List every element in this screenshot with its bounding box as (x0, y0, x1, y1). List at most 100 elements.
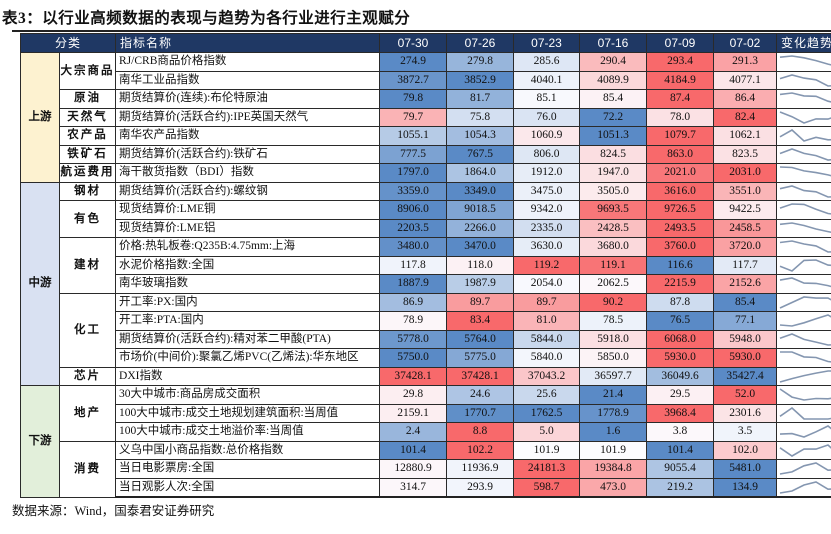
sparkline-line (779, 240, 831, 254)
value-cell: 3551.0 (713, 181, 778, 201)
value-cell: 5.0 (513, 422, 581, 442)
value-cell: 2428.5 (579, 218, 648, 238)
sparkline (779, 73, 831, 87)
sparkline (779, 462, 831, 476)
indicator-name: DXI指数 (115, 366, 381, 386)
value-cell: 274.9 (379, 52, 448, 72)
value-cell: 77.1 (713, 311, 778, 331)
trend-cell (776, 107, 831, 127)
value-cell: 102.0 (713, 440, 778, 460)
sparkline-line (779, 147, 831, 161)
value-cell: 1060.9 (513, 126, 581, 146)
trend-cell (776, 144, 831, 164)
date-header: 07-26 (446, 33, 515, 53)
trend-cell (776, 459, 831, 479)
value-cell: 82.4 (713, 107, 778, 127)
value-cell: 29.5 (646, 385, 715, 405)
indicator-name: 期货结算价(活跃合约):精对苯二甲酸(PTA) (115, 329, 381, 349)
value-cell: 119.2 (513, 255, 581, 275)
value-cell: 2031.0 (713, 163, 778, 183)
sparkline-line (779, 184, 831, 198)
value-cell: 4184.9 (646, 70, 715, 90)
table-row: 航运费用 海干散货指数（BDI）指数 1797.0 1864.0 1912.0 1947.… (21, 163, 831, 183)
trend-cell (776, 70, 831, 90)
sparkline (779, 314, 831, 328)
value-cell: 9018.5 (446, 200, 515, 220)
value-cell: 6068.0 (646, 329, 715, 349)
trend-cell (776, 477, 831, 498)
sparkline (779, 425, 831, 439)
value-cell: 777.5 (379, 144, 448, 164)
table-row: 当日观影人次:全国 314.7 293.9 598.7 473.0 219.2 134.9 (21, 477, 831, 498)
table-row: 铁矿石 期货结算价(活跃合约):铁矿石 777.5 767.5 806.0 824.5 86… (21, 144, 831, 164)
value-cell: 290.4 (579, 52, 648, 72)
value-cell: 85.4 (579, 89, 648, 109)
sparkline-line (779, 388, 831, 402)
table-row: 天然气 期货结算价(活跃合约):IPE英国天然气 79.7 75.8 76.0 72.2 7… (21, 107, 831, 127)
value-cell: 314.7 (379, 477, 448, 498)
table-row: 化工 开工率:PX:国内 86.9 89.7 89.7 90.2 87.8 85.4 (21, 292, 831, 368)
indicator-name: 开工率:PX:国内 (115, 292, 381, 312)
sparkline-line (779, 406, 831, 420)
value-cell: 35427.4 (713, 366, 778, 386)
value-cell: 85.1 (513, 89, 581, 109)
category-cell: 地产 (58, 385, 117, 442)
source-note: 数据来源：Wind，国泰君安证券研究 (12, 504, 215, 518)
sparkline-line (779, 462, 831, 476)
indicator-name: 期货结算价(活跃合约):IPE英国天然气 (115, 107, 381, 127)
sparkline-line (779, 221, 831, 233)
value-cell: 24181.3 (513, 459, 581, 479)
indicator-name: 期货结算价(活跃合约):螺纹钢 (115, 181, 381, 201)
indicator-name: 现货结算价:LME铜 (115, 200, 381, 220)
value-cell: 101.4 (646, 440, 715, 460)
sparkline-line (779, 425, 831, 439)
table-row: 南华工业品指数 3872.7 3852.9 4040.1 4089.9 4184.9 407… (21, 70, 831, 90)
value-cell: 767.5 (446, 144, 515, 164)
sparkline-line (779, 129, 831, 143)
value-cell: 78.5 (579, 311, 648, 331)
title-divider (12, 30, 831, 32)
value-cell: 119.1 (579, 255, 648, 275)
sparkline-line (779, 203, 831, 215)
value-cell: 4040.1 (513, 70, 581, 90)
value-cell: 806.0 (513, 144, 581, 164)
sparkline (779, 92, 831, 103)
value-cell: 3.8 (646, 422, 715, 442)
sparkline (779, 480, 831, 494)
value-cell: 134.9 (713, 477, 778, 498)
value-cell: 2301.6 (713, 403, 778, 423)
category-header: 分类 (19, 33, 117, 53)
sparkline (779, 277, 831, 288)
value-cell: 3680.0 (579, 237, 648, 257)
value-cell: 3968.4 (646, 403, 715, 423)
value-cell: 823.5 (713, 144, 778, 164)
value-cell: 11936.9 (446, 459, 515, 479)
value-cell: 3480.0 (379, 237, 448, 257)
table-body: 上游 大宗商品 RJ/CRB商品价格指数 274.9 279.8 285.6 290.4 29… (20, 52, 831, 498)
trend-header: 变化趋势 (776, 33, 831, 53)
trend-cell (776, 329, 831, 349)
sparkline-line (780, 351, 831, 363)
value-cell: 3760.0 (646, 237, 715, 257)
table-row: 开工率:PTA:国内 78.9 83.4 81.0 78.5 76.5 77.1 (21, 311, 831, 331)
trend-cell (776, 348, 831, 368)
value-cell: 5778.0 (379, 329, 448, 349)
value-cell: 2335.0 (513, 218, 581, 238)
value-cell: 8906.0 (379, 200, 448, 220)
value-cell: 4077.1 (713, 70, 778, 90)
value-cell: 2.4 (379, 422, 448, 442)
value-cell: 52.0 (713, 385, 778, 405)
value-cell: 5918.0 (579, 329, 648, 349)
value-cell: 9726.5 (646, 200, 715, 220)
indicator-name: 期货结算价(连续):布伦特原油 (115, 89, 381, 109)
value-cell: 2152.6 (713, 274, 778, 294)
table-row: 100大中城市:成交土地溢价率:当周值 2.4 8.8 5.0 1.6 3.8 3.5 (21, 422, 831, 442)
value-cell: 5840.0 (513, 348, 581, 368)
indicator-name: RJ/CRB商品价格指数 (115, 52, 381, 72)
sparkline-line (779, 55, 831, 66)
sparkline-line (779, 480, 831, 494)
trend-cell (776, 403, 831, 423)
value-cell: 1.6 (579, 422, 648, 442)
sparkline-line (779, 295, 831, 309)
value-cell: 1062.1 (713, 126, 778, 146)
